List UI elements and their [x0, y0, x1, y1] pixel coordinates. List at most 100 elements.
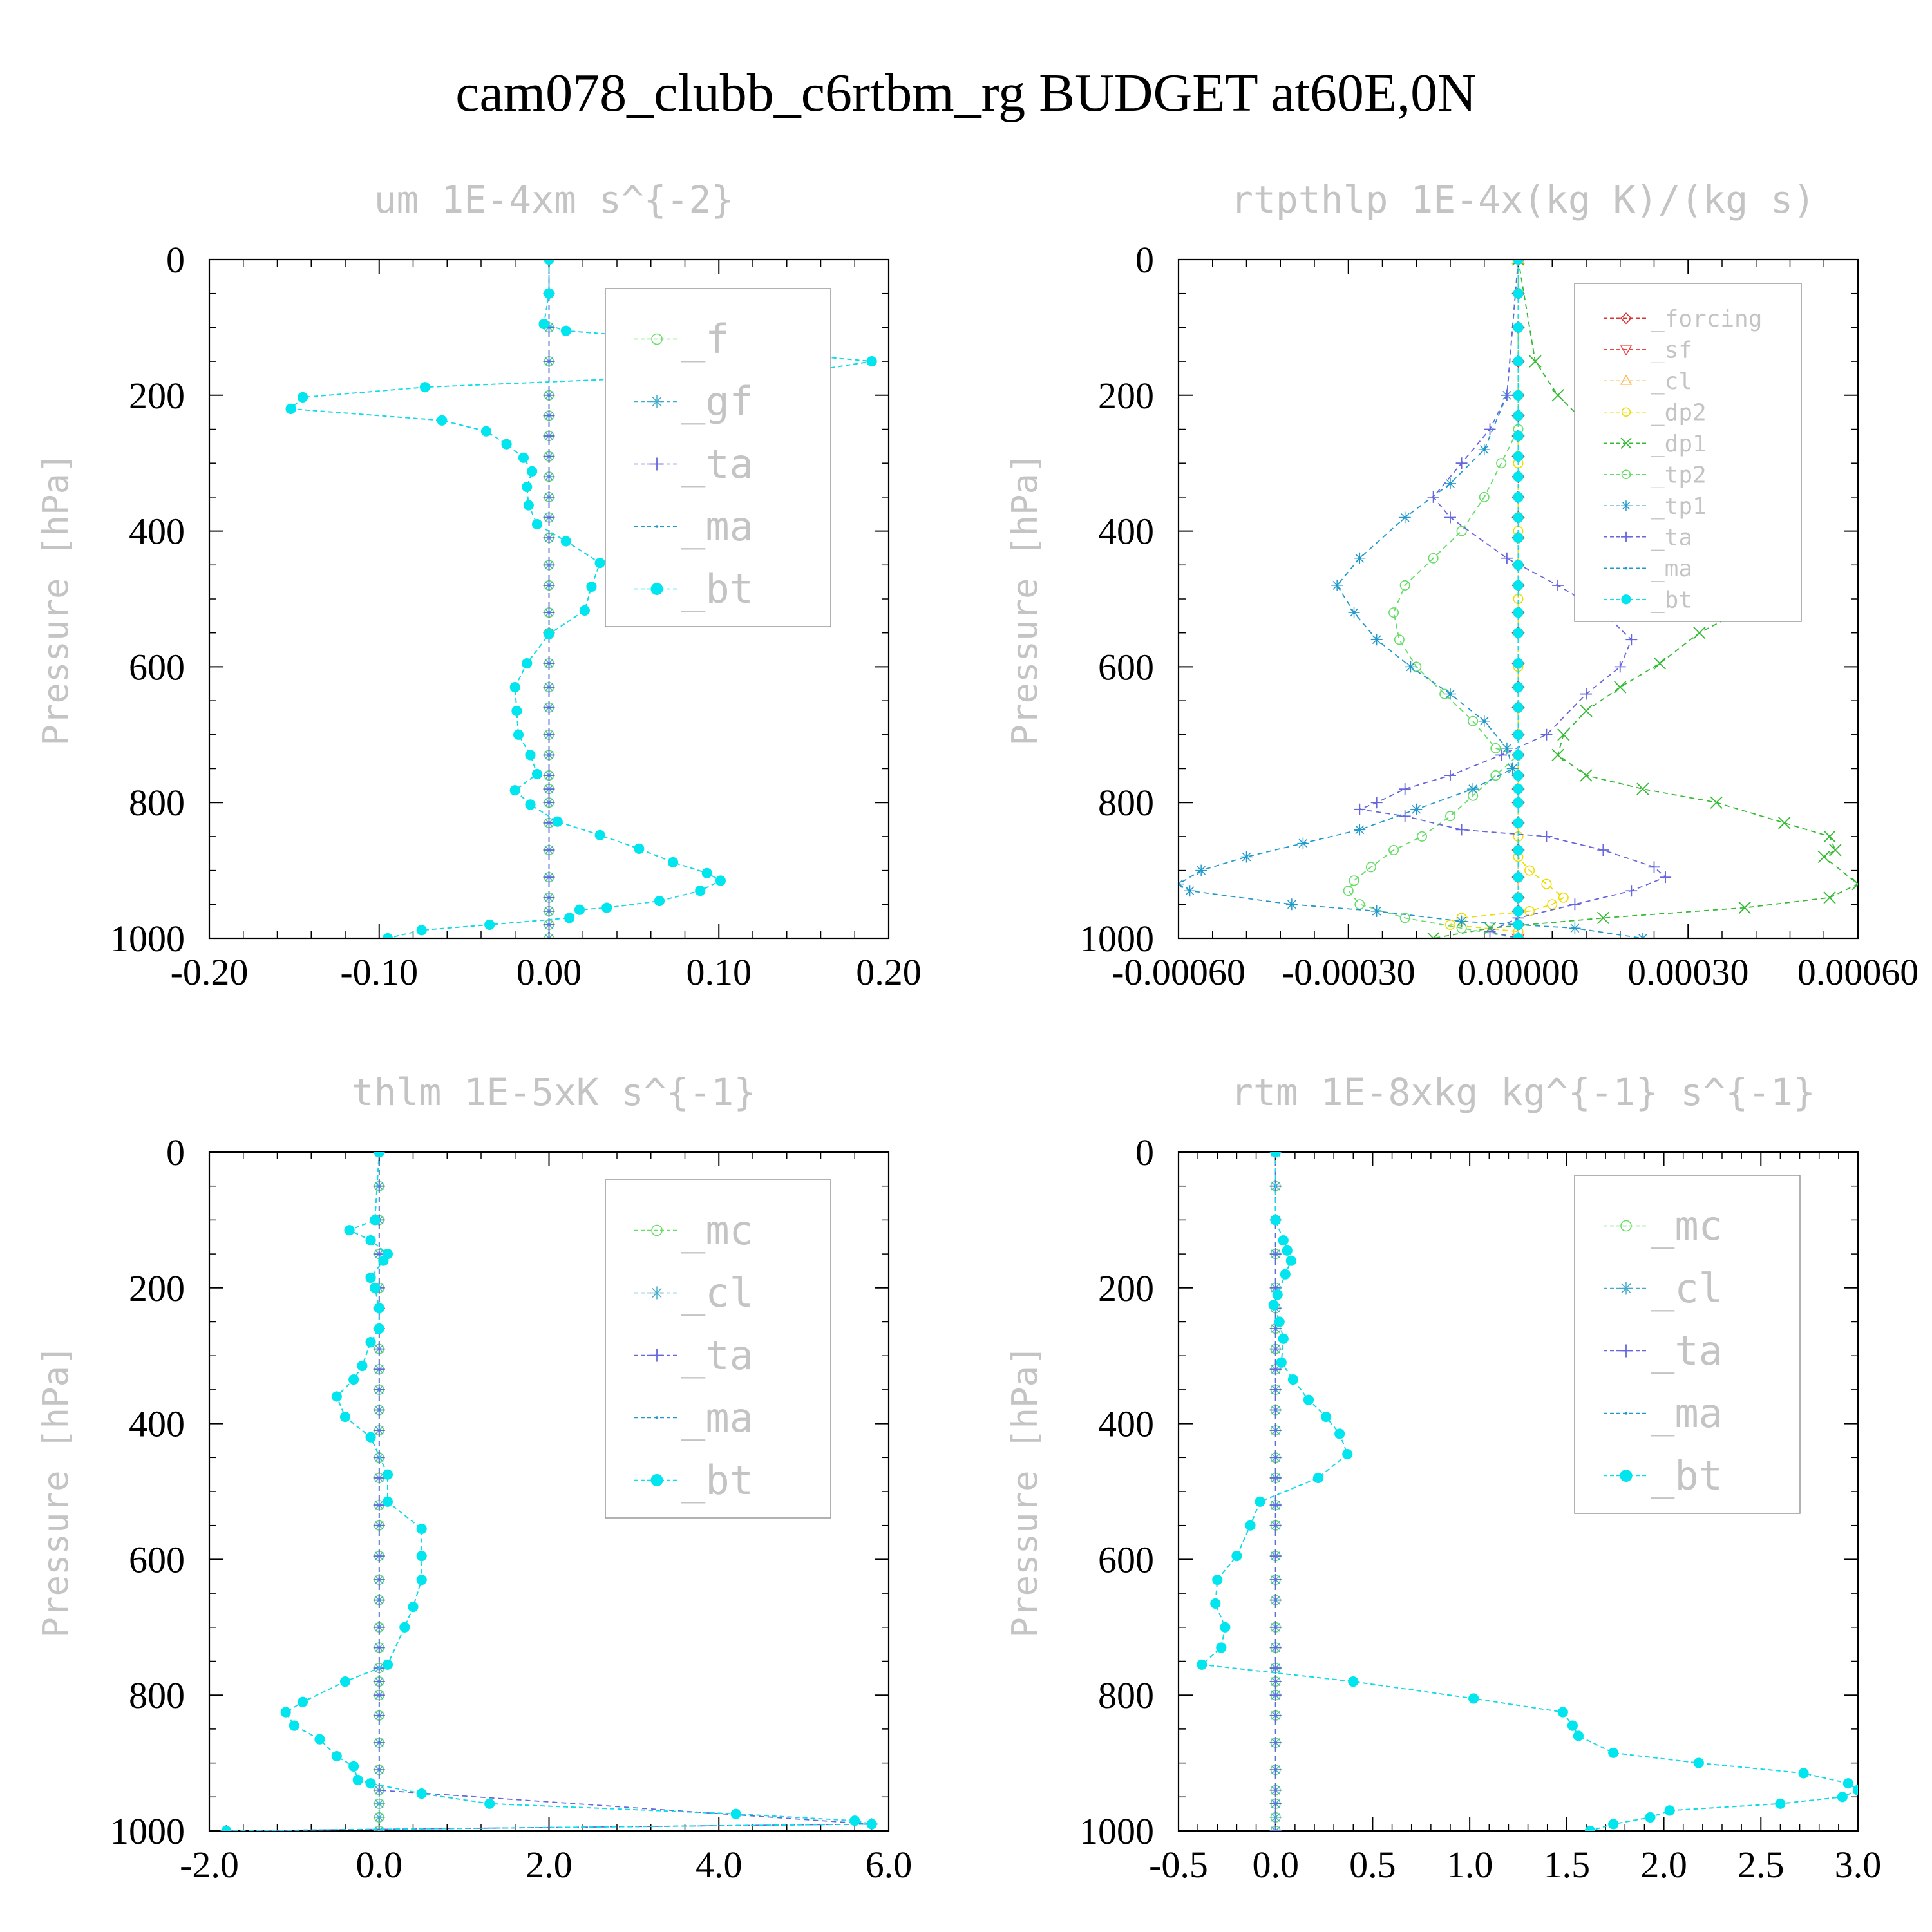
data-point	[1540, 728, 1553, 741]
legend-item-tp2: _tp2	[1604, 462, 1707, 488]
data-point	[1625, 634, 1638, 646]
data-point	[543, 871, 555, 884]
data-point	[586, 581, 597, 592]
data-point	[1513, 933, 1524, 938]
data-point	[1738, 901, 1751, 914]
data-point	[1269, 1811, 1282, 1823]
legend-marker	[1624, 567, 1628, 570]
x-tick-label: 2.0	[526, 1844, 573, 1886]
data-point	[1597, 844, 1609, 856]
data-point	[1513, 491, 1524, 502]
legend-marker	[1620, 345, 1633, 356]
data-point	[654, 895, 665, 907]
data-point	[1269, 1662, 1282, 1674]
chart-um: -0.20 -0.10 0.00 0.10 0.20 0 200 400 600 800 1000 P…	[35, 239, 922, 993]
legend-item-ta: _ta	[1604, 1327, 1723, 1374]
data-point	[373, 1594, 385, 1606]
legend-item-dp1: _dp1	[1604, 431, 1707, 457]
data-point	[1444, 511, 1456, 524]
data-point	[543, 389, 555, 401]
data-point	[1312, 1472, 1324, 1483]
data-point	[1468, 1693, 1479, 1704]
data-point	[513, 729, 524, 740]
data-point	[1285, 898, 1298, 911]
legend-marker	[650, 1474, 663, 1486]
data-point	[1513, 322, 1524, 333]
legend-item-tp1: _tp1	[1604, 493, 1707, 520]
data-point	[1334, 1428, 1345, 1439]
data-point	[1342, 1448, 1353, 1460]
data-point	[1614, 661, 1626, 673]
data-point	[543, 770, 555, 782]
data-point	[543, 450, 555, 462]
data-point	[1399, 580, 1410, 591]
data-point	[1269, 1425, 1282, 1437]
legend-item-ta: _ta	[1604, 524, 1692, 551]
data-point	[1269, 1383, 1282, 1396]
data-point	[1551, 389, 1564, 402]
data-point	[543, 355, 555, 368]
data-point	[1285, 1255, 1296, 1266]
data-point	[1210, 1598, 1221, 1609]
legend-label: _bt	[681, 565, 753, 612]
y-tick-label: 400	[1098, 1403, 1154, 1445]
series-tp2	[1343, 260, 1524, 938]
data-point	[297, 1696, 308, 1707]
data-point	[314, 1734, 325, 1745]
data-point	[1693, 1757, 1704, 1768]
legend-item-ta: _ta	[634, 1332, 753, 1379]
data-point	[1278, 1333, 1289, 1344]
chart-thlm: -2.0 0.0 2.0 4.0 6.0 0 200 400 600 800 1000 Pressur…	[35, 1132, 912, 1886]
y-tick-label: 0	[1135, 1132, 1154, 1173]
data-point	[544, 288, 554, 299]
data-point	[1484, 423, 1496, 435]
data-point	[1513, 681, 1524, 693]
data-point	[1245, 1520, 1256, 1531]
data-point	[416, 1523, 427, 1535]
legend-marker	[1621, 407, 1631, 417]
data-point	[1349, 875, 1359, 886]
data-point	[1513, 729, 1524, 740]
data-point	[1513, 919, 1524, 930]
x-tick-label: 3.0	[1835, 1844, 1882, 1886]
legend-label: _ta	[1651, 524, 1692, 551]
data-point	[667, 857, 679, 868]
legend-item-cl: _cl	[1604, 368, 1692, 395]
data-point	[1823, 891, 1836, 904]
data-point	[1399, 810, 1411, 822]
data-point	[1348, 1676, 1359, 1687]
data-point	[1513, 750, 1524, 761]
data-point	[1269, 1784, 1282, 1796]
y-axis-label: Pressure [hPa]	[35, 1345, 76, 1638]
y-tick-label: 200	[129, 375, 185, 417]
data-point	[1354, 803, 1366, 815]
legend-box	[1574, 283, 1802, 622]
x-tick-label: 1.0	[1446, 1844, 1493, 1886]
data-point	[297, 392, 308, 403]
legend-item-dp2: _dp2	[1604, 399, 1707, 426]
data-point	[544, 629, 554, 639]
x-tick-label: 0.0	[356, 1844, 403, 1886]
y-tick-label: 400	[1098, 511, 1154, 553]
data-point	[382, 1659, 393, 1670]
data-point	[543, 728, 555, 741]
data-point	[1524, 865, 1535, 876]
data-point	[1513, 784, 1524, 795]
chart-rtpthlp: -0.00060 -0.00030 0.00000 0.00030 0.00060 0 20…	[1005, 239, 1918, 993]
legend-marker	[651, 1224, 663, 1236]
data-point	[416, 1788, 427, 1799]
data-point	[1478, 715, 1490, 727]
legend-item-cl: _cl	[1604, 1265, 1723, 1312]
series-bt	[221, 1152, 877, 1831]
y-tick-label: 0	[1135, 239, 1154, 281]
legend-marker	[655, 1416, 659, 1419]
data-point	[221, 1825, 232, 1831]
data-point	[1490, 743, 1501, 753]
data-point	[1427, 491, 1439, 503]
legend-item-ma: _ma	[1604, 1390, 1723, 1437]
data-point	[1240, 851, 1253, 863]
x-tick-label: -0.00060	[1112, 951, 1245, 993]
data-point	[365, 1432, 376, 1443]
data-point	[1348, 607, 1360, 619]
data-point	[866, 356, 877, 367]
